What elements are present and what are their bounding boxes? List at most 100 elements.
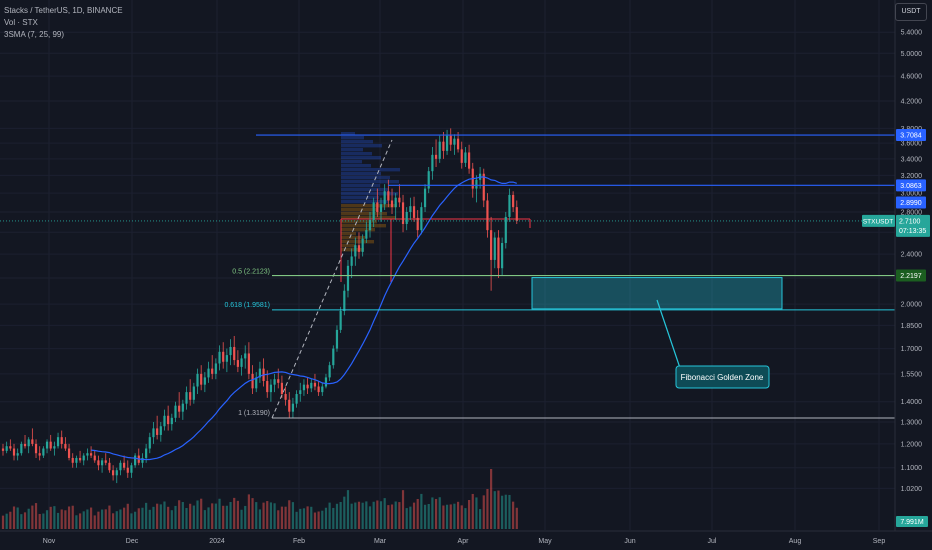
volume-bar	[449, 504, 452, 529]
time-tick-label: Nov	[43, 538, 56, 545]
candle-body	[467, 152, 471, 169]
candle-body	[119, 462, 122, 471]
candle-body	[269, 384, 273, 393]
candle-body	[108, 462, 111, 471]
symbol-title[interactable]: Stacks / TetherUS, 1D, BINANCE	[4, 6, 123, 15]
volume-bar	[350, 503, 353, 529]
candle-body	[398, 197, 401, 203]
volume-bar	[512, 501, 515, 529]
level-price-tag	[896, 179, 926, 192]
volume-bar	[229, 502, 232, 529]
candle-body	[302, 384, 306, 391]
annotation-box	[675, 365, 770, 389]
candle-body	[313, 382, 317, 387]
volume-profile-bar	[341, 196, 379, 200]
volume-bar	[420, 493, 423, 529]
volume-bar	[167, 506, 170, 529]
candle-body	[170, 417, 173, 425]
candle-body	[214, 363, 217, 374]
time-tick-label: Dec	[126, 538, 139, 545]
volume-bar	[284, 506, 287, 529]
candle-body	[141, 457, 144, 463]
candle-body	[453, 138, 456, 145]
candle-body	[339, 311, 342, 330]
candle-body	[423, 188, 427, 208]
candle-body	[163, 415, 166, 427]
volume-bar	[412, 502, 416, 529]
volume-bar	[86, 509, 89, 529]
candle-body	[156, 428, 159, 435]
currency-button[interactable]: USDT	[895, 3, 927, 21]
sma-indicator-label[interactable]: 3SMA (7, 25, 99)	[4, 30, 65, 39]
candle-body	[306, 384, 309, 389]
level-price-label: 3.7084	[900, 133, 922, 140]
volume-bar	[482, 495, 485, 529]
volume-bar	[112, 513, 115, 529]
candle-body	[1, 448, 5, 451]
volume-bar	[310, 506, 313, 529]
fib-trend-line	[271, 139, 393, 419]
candle-body	[31, 439, 34, 444]
time-tick-label: 2024	[209, 538, 225, 545]
candle-body	[368, 219, 372, 231]
volume-bar	[225, 505, 228, 529]
volume-profile-bar	[341, 212, 387, 216]
volume-bar	[123, 507, 126, 529]
volume-bar	[214, 503, 217, 529]
volume-bar	[192, 505, 195, 529]
candle-body	[222, 351, 225, 362]
price-tick-label: 1.1000	[901, 465, 923, 472]
volume-bar	[423, 504, 427, 529]
volume-profile-bar	[341, 168, 400, 172]
volume-bar	[222, 505, 225, 529]
volume-bar	[365, 501, 368, 529]
candle-body	[383, 191, 386, 205]
volume-bar	[343, 496, 346, 529]
volume-bar	[479, 509, 482, 529]
candle-body	[244, 353, 247, 359]
price-tick-label: 1.7000	[901, 346, 923, 353]
volume-indicator-label[interactable]: Vol · STX	[4, 18, 38, 27]
candle-body	[236, 360, 239, 367]
volume-bar	[508, 494, 511, 529]
volume-bar	[185, 508, 188, 529]
volume-bar	[181, 502, 184, 529]
volume-bar	[475, 497, 478, 529]
candle-body	[86, 453, 89, 456]
volume-bars	[1, 469, 518, 529]
volume-bar	[23, 512, 27, 529]
level-price-label: 2.2197	[900, 273, 922, 280]
candle-body	[100, 460, 104, 466]
volume-profile-bar	[341, 180, 399, 184]
price-tick-label: 5.0000	[901, 51, 923, 58]
candle-body	[229, 346, 232, 356]
price-axis: 1.0200 1.1000 1.2000 1.3000 1.4000 1.5500 1.70…	[862, 0, 930, 531]
volume-bar	[89, 507, 93, 529]
volume-profile-bar	[341, 136, 364, 140]
level-price-label: 2.8990	[900, 200, 922, 207]
volume-profile-bar	[341, 140, 373, 144]
time-tick-label: Aug	[789, 538, 802, 545]
current-price-label: 2.7100	[899, 218, 921, 225]
volume-bar	[145, 502, 148, 529]
volume-bar	[97, 511, 100, 529]
volume-bar	[431, 497, 434, 529]
volume-bar	[313, 512, 317, 529]
fib-level-label: 0.618 (1.9581)	[224, 302, 270, 309]
level-price-tag	[896, 129, 926, 142]
volume-bar	[115, 511, 118, 529]
candles[interactable]	[1, 128, 518, 484]
candle-body	[486, 200, 489, 231]
candle-body	[152, 428, 155, 438]
symbol-tag-label: STXUSDT	[863, 218, 893, 225]
volume-bar	[152, 506, 155, 529]
candle-body	[53, 446, 56, 449]
candle-body	[148, 437, 151, 449]
volume-bar	[218, 498, 221, 529]
fibonacci-golden-zone	[531, 277, 783, 310]
volume-bar	[71, 505, 74, 529]
volume-profile-bar	[341, 216, 396, 220]
volume-profile-bar	[341, 164, 371, 168]
candle-body	[490, 230, 493, 260]
